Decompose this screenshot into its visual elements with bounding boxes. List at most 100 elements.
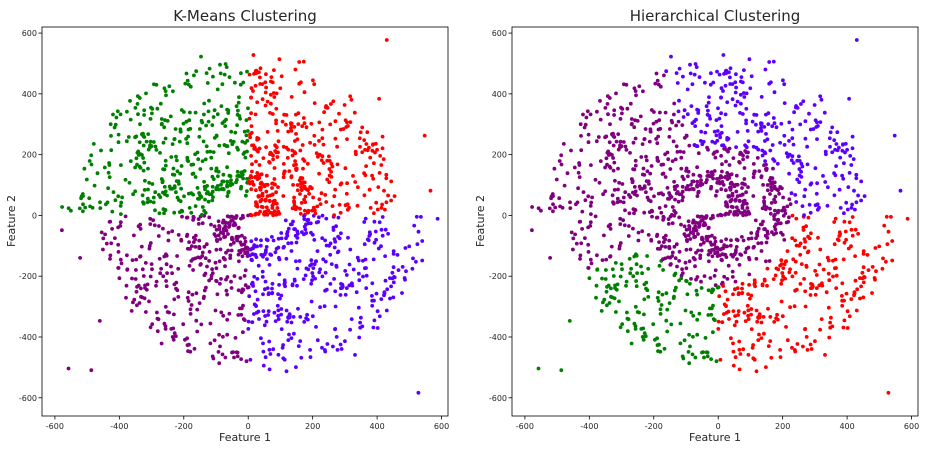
scatter-point [364, 164, 368, 169]
scatter-point [847, 171, 852, 175]
scatter-point [813, 118, 818, 123]
scatter-point [130, 276, 134, 281]
scatter-point [315, 204, 320, 209]
scatter-point [157, 224, 161, 228]
scatter-point [174, 179, 179, 184]
scatter-point [793, 348, 797, 352]
scatter-point [312, 238, 317, 242]
scatter-point [228, 256, 233, 260]
scatter-point [364, 273, 369, 278]
scatter-point [328, 122, 333, 127]
scatter-point [685, 87, 690, 92]
scatter-point [670, 212, 674, 217]
scatter-point [874, 269, 878, 274]
scatter-point [790, 345, 794, 350]
scatter-point [762, 227, 766, 232]
scatter-point [249, 95, 254, 100]
scatter-point [416, 229, 421, 234]
scatter-point [231, 139, 236, 144]
scatter-point [690, 82, 695, 87]
scatter-point [276, 185, 280, 190]
scatter-point [625, 329, 630, 334]
scatter-point [821, 267, 826, 272]
scatter-point [248, 253, 252, 258]
scatter-point [691, 313, 696, 318]
scatter-point [557, 159, 562, 163]
scatter-point [737, 263, 742, 267]
scatter-point [691, 218, 696, 223]
scatter-point [731, 292, 735, 297]
scatter-point [688, 237, 693, 241]
scatter-point [741, 153, 745, 158]
scatter-point [362, 193, 367, 198]
y-tick-label: -200 [489, 272, 507, 281]
scatter-point [400, 265, 405, 269]
scatter-point [251, 143, 256, 148]
scatter-point [142, 108, 147, 113]
scatter-point [119, 163, 123, 168]
scatter-point [787, 197, 792, 202]
scatter-point [853, 278, 858, 283]
scatter-point [89, 153, 94, 158]
scatter-point [733, 287, 737, 292]
scatter-point [250, 320, 255, 325]
scatter-point [163, 118, 167, 123]
scatter-point [219, 104, 224, 108]
scatter-point [229, 248, 234, 253]
scatter-point [578, 257, 582, 261]
scatter-point [379, 206, 384, 210]
scatter-point [757, 169, 762, 174]
scatter-point [305, 312, 309, 317]
scatter-point [357, 278, 362, 283]
scatter-point [698, 253, 703, 258]
scatter-point [271, 153, 275, 158]
scatter-point [251, 89, 255, 93]
scatter-point [596, 135, 601, 139]
scatter-point [203, 256, 208, 261]
scatter-point [833, 216, 838, 221]
scatter-point [885, 242, 890, 247]
scatter-point [548, 256, 552, 260]
scatter-point [735, 194, 740, 199]
scatter-point [161, 140, 166, 145]
scatter-point [188, 307, 193, 312]
scatter-point [742, 95, 747, 99]
scatter-point [128, 159, 133, 164]
scatter-point [266, 313, 270, 317]
scatter-point [817, 262, 822, 267]
scatter-point [724, 211, 729, 216]
scatter-point [196, 157, 201, 162]
scatter-point [134, 268, 138, 272]
scatter-point [703, 80, 707, 85]
scatter-point [372, 318, 377, 323]
scatter-point [108, 122, 113, 127]
scatter-point [588, 257, 593, 262]
scatter-point [650, 209, 654, 214]
scatter-point [765, 183, 770, 187]
scatter-point [747, 57, 752, 62]
scatter-point [290, 282, 295, 287]
scatter-point [286, 241, 291, 246]
scatter-point [870, 291, 874, 295]
scatter-point [615, 200, 620, 205]
scatter-point [191, 235, 196, 240]
scatter-point [189, 244, 194, 249]
scatter-point [740, 235, 744, 239]
scatter-point [139, 294, 143, 299]
scatter-point [799, 102, 803, 106]
scatter-point [769, 188, 774, 193]
scatter-point [173, 334, 178, 339]
scatter-point [773, 227, 778, 232]
scatter-point [742, 182, 747, 187]
scatter-point [332, 237, 337, 242]
scatter-point [632, 86, 637, 91]
scatter-point [191, 257, 195, 262]
scatter-point [728, 181, 733, 186]
scatter-point [309, 299, 314, 304]
scatter-point [740, 291, 744, 296]
scatter-point [675, 81, 680, 85]
scatter-point [777, 191, 781, 196]
scatter-point [187, 206, 192, 210]
x-tick-label: 0 [716, 422, 721, 431]
scatter-point [641, 166, 646, 171]
